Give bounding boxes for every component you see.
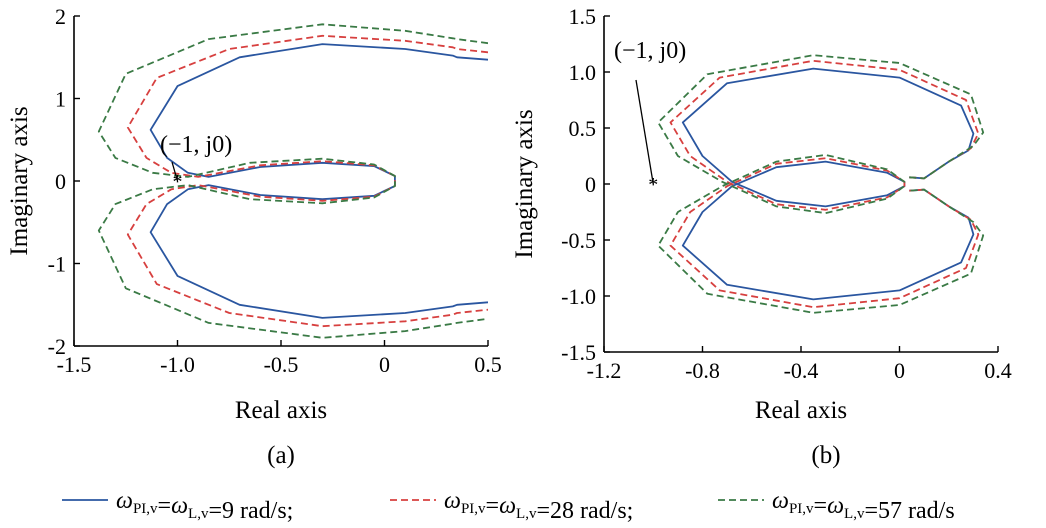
- series-line-1: [149, 43, 488, 319]
- x-tick-label: 0.4: [984, 358, 1012, 383]
- critical-point-marker: *: [648, 174, 658, 196]
- ticks-a: -1.5 -1.0 -0.5 0 0.5 -2 -1 0 1 2: [48, 4, 502, 377]
- x-tick-label: -0.4: [784, 358, 819, 383]
- ticks-b: -1.2 -0.8 -0.4 0 0.4 -1.5 -1.0 -0.5 0 0.5 1.0 1.5: [561, 4, 1012, 383]
- y-tick-label: -0.5: [561, 228, 596, 253]
- y-axis-label-b: Imaginary axis: [511, 109, 538, 258]
- series-group-b: [657, 54, 985, 314]
- y-axis-label-a: Imaginary axis: [6, 106, 33, 255]
- annotation-b: * (−1, j0): [614, 38, 686, 196]
- y-tick-label: 0.5: [569, 116, 597, 141]
- annotation-leader: [171, 161, 179, 182]
- y-tick-label: 1.0: [569, 60, 597, 85]
- series-group-a: [97, 23, 488, 339]
- x-tick-label: 0.5: [474, 352, 502, 377]
- series-line-3: [657, 54, 985, 314]
- x-tick-label: 0: [894, 358, 905, 383]
- x-tick-label: -1.2: [587, 358, 622, 383]
- plot-frame-a: [74, 16, 488, 346]
- y-tick-label: 1: [55, 87, 66, 112]
- legend-entry-3: ωPI,v=ωL,v=57 rad/s: [772, 488, 955, 524]
- y-tick-label: -2: [48, 334, 66, 359]
- panel-label-a: (a): [267, 442, 295, 469]
- x-tick-label: -1.5: [57, 352, 92, 377]
- y-tick-label: -1.5: [561, 340, 596, 365]
- x-tick-label: -1.0: [160, 352, 195, 377]
- x-axis-label-b: Real axis: [755, 397, 847, 424]
- panel-label-b: (b): [811, 442, 840, 469]
- x-tick-label: -0.5: [264, 352, 299, 377]
- panel-b: -1.2 -0.8 -0.4 0 0.4 -1.5 -1.0 -0.5 0 0.5 1.0 1.5 *…: [511, 4, 1012, 469]
- y-tick-label: -1.0: [561, 284, 596, 309]
- y-tick-label: -1: [48, 252, 66, 277]
- x-tick-label: -0.8: [685, 358, 720, 383]
- x-tick-label: 0: [379, 352, 390, 377]
- y-tick-label: 0: [55, 169, 66, 194]
- series-line-3: [97, 23, 488, 339]
- critical-point-marker: *: [173, 171, 183, 193]
- y-tick-label: 1.5: [569, 4, 597, 29]
- legend-entry-2: ωPI,v=ωL,v=28 rad/s;: [444, 488, 633, 524]
- y-tick-label: 2: [55, 4, 66, 29]
- series-line-2: [669, 59, 980, 309]
- annotation-leader: [635, 79, 654, 185]
- series-line-2: [126, 34, 488, 328]
- panel-a: -1.5 -1.0 -0.5 0 0.5 -2 -1 0 1 2 * (−1, j0) Real a…: [6, 4, 502, 469]
- legend-entry-1: ωPI,v=ωL,v=9 rad/s;: [116, 488, 293, 524]
- x-axis-label-a: Real axis: [235, 397, 327, 424]
- annotation-text: (−1, j0): [160, 132, 232, 158]
- annotation-a: * (−1, j0): [160, 132, 232, 193]
- annotation-text: (−1, j0): [614, 38, 686, 64]
- y-tick-label: 0: [585, 172, 596, 197]
- legend: ωPI,v=ωL,v=9 rad/s; ωPI,v=ωL,v=28 rad/s; ω…: [62, 488, 955, 524]
